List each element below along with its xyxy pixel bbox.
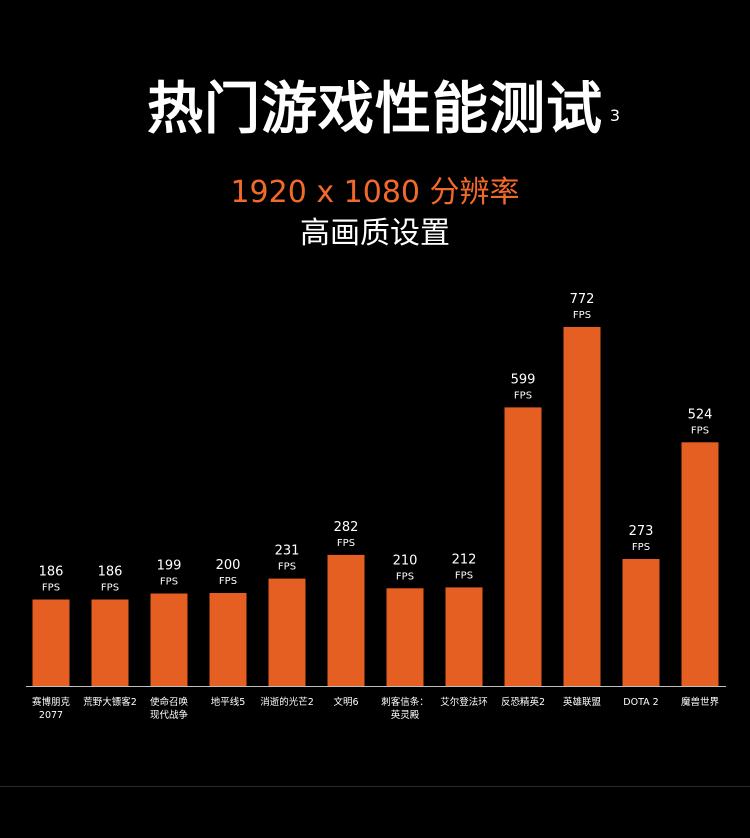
bar-value-label: 273 (629, 524, 654, 539)
category-label: 英雄联盟 (563, 696, 602, 708)
page-title: 热门游戏性能测试 3 (147, 72, 620, 148)
bottom-divider (0, 786, 750, 787)
bar-unit-label: FPS (691, 425, 709, 436)
bar-unit-label: FPS (101, 583, 119, 594)
title-area: 热门游戏性能测试 3 (0, 72, 750, 148)
bar (150, 593, 188, 686)
bar-unit-label: FPS (219, 576, 237, 587)
category-label: 现代战争 (150, 709, 189, 721)
bar (504, 407, 542, 686)
bar-value-label: 524 (688, 407, 713, 422)
category-label: 荒野大镖客2 (83, 696, 137, 708)
bar-value-label: 199 (157, 559, 182, 574)
category-label: 地平线5 (211, 696, 246, 708)
bar-unit-label: FPS (632, 542, 650, 553)
bar-group: 772 FPS 英雄联盟 (563, 292, 602, 708)
bar-group: 599 FPS 反恐精英2 (501, 372, 545, 708)
category-label: 文明6 (333, 696, 358, 708)
bar-value-label: 282 (334, 520, 359, 535)
resolution-subtitle: 1920 x 1080 分辨率 (230, 175, 520, 210)
category-label: 魔兽世界 (681, 696, 720, 708)
bar-group: 212 FPS 艾尔登法环 (440, 552, 488, 708)
bar-value-label: 186 (39, 565, 64, 580)
category-label: 2077 (39, 710, 63, 721)
bar (91, 599, 129, 686)
bar-value-label: 210 (393, 553, 418, 568)
bar-unit-label: FPS (160, 577, 178, 588)
category-label: 反恐精英2 (501, 696, 545, 708)
bar-group: 231 FPS 消逝的光芒2 (260, 544, 314, 708)
bar-group: 273 FPS DOTA 2 (622, 524, 660, 708)
bar-unit-label: FPS (42, 583, 60, 594)
page-title-text: 热门游戏性能测试 (147, 77, 603, 142)
bar-value-label: 231 (275, 544, 300, 559)
bar-group: 210 FPS 刺客信条：英灵殿 (381, 553, 429, 721)
bar-value-label: 599 (511, 372, 536, 387)
category-label: DOTA 2 (623, 697, 658, 708)
bar (386, 588, 424, 686)
category-label: 赛博朋克 (32, 696, 71, 708)
bar (327, 554, 365, 686)
bar-unit-label: FPS (514, 390, 532, 401)
bar (445, 587, 483, 686)
category-label: 艾尔登法环 (440, 696, 488, 708)
bar (563, 327, 601, 686)
bar-unit-label: FPS (278, 562, 296, 573)
bar-unit-label: FPS (396, 571, 414, 582)
bar-group: 282 FPS 文明6 (327, 520, 365, 708)
bar-value-label: 772 (570, 292, 595, 307)
category-label: 刺客信条： (381, 696, 429, 708)
bar (681, 442, 719, 686)
quality-subtitle: 高画质设置 (300, 216, 450, 251)
bar-value-label: 186 (98, 565, 123, 580)
bar-group: 524 FPS 魔兽世界 (681, 407, 720, 708)
bar-group: 186 FPS 荒野大镖客2 (83, 565, 137, 709)
category-label: 使命召唤 (150, 696, 189, 708)
footnote-marker: 3 (609, 106, 621, 125)
bar (32, 599, 70, 686)
bar-unit-label: FPS (573, 310, 591, 321)
bar-unit-label: FPS (455, 570, 473, 581)
bar-group: 200 FPS 地平线5 (209, 558, 247, 708)
category-label: 消逝的光芒2 (260, 696, 314, 708)
bar-value-label: 212 (452, 552, 477, 567)
bar-group: 186 FPS 赛博朋克 2077 (32, 565, 71, 722)
category-label: 英灵殿 (391, 709, 420, 721)
bar (209, 593, 247, 686)
bar-unit-label: FPS (337, 538, 355, 549)
bar (622, 559, 660, 686)
bar-value-label: 200 (216, 558, 241, 573)
bar (268, 578, 306, 686)
